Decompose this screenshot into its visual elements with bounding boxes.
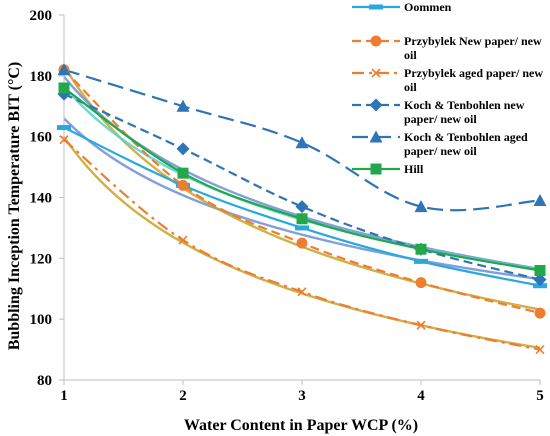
data-point-s5-4 bbox=[534, 265, 546, 276]
data-point-s4-3 bbox=[414, 200, 428, 213]
y-tick-label: 200 bbox=[30, 8, 53, 24]
legend-label: Koch & Tenbohlen new bbox=[404, 98, 525, 112]
data-point-s4-1 bbox=[176, 99, 190, 112]
x-tick-label: 4 bbox=[417, 388, 425, 404]
legend-label: Przybylek New paper/ new bbox=[404, 34, 542, 48]
data-point-s3-2 bbox=[295, 200, 309, 214]
data-point-s3-4 bbox=[533, 273, 547, 287]
axes: 80 100 120 140 160 180 200 1 2 3 4 5 bbox=[30, 8, 544, 404]
y-tick-label: 180 bbox=[30, 69, 53, 85]
data-point-s5-2 bbox=[296, 213, 308, 225]
x-axis-title: Water Content in Paper WCP (%) bbox=[184, 417, 418, 434]
data-point-s0-0 bbox=[57, 125, 71, 131]
trendline-series-2 bbox=[63, 136, 541, 350]
legend-swatch-marker bbox=[371, 68, 381, 78]
legend-label: Oommen bbox=[404, 0, 452, 14]
legend-label: paper/ new oil bbox=[404, 112, 477, 126]
y-axis-title: Bubbling Inception Temperature BIT (°C) bbox=[6, 62, 23, 351]
x-tick-label: 5 bbox=[536, 388, 544, 404]
legend-swatch-marker bbox=[370, 35, 382, 47]
data-point-s5-0 bbox=[58, 82, 70, 94]
data-point-s3-1 bbox=[176, 142, 190, 156]
data-point-s4-2 bbox=[295, 136, 309, 149]
legend-label: Koch & Tenbohlen aged bbox=[404, 130, 528, 144]
legend-item-0: Oommen bbox=[352, 0, 452, 14]
legend-label: oil bbox=[404, 80, 417, 94]
data-point-s1-3 bbox=[415, 277, 427, 289]
y-tick-label: 100 bbox=[30, 312, 53, 328]
legend-label: paper/ new oil bbox=[404, 144, 477, 158]
legend-swatch-marker bbox=[370, 163, 382, 175]
data-point-s1-1 bbox=[177, 179, 189, 191]
data-point-s2-3 bbox=[416, 320, 426, 330]
y-tick-label: 140 bbox=[30, 191, 53, 207]
data-point-s1-2 bbox=[296, 237, 308, 249]
data-point-s2-0 bbox=[59, 135, 69, 145]
legend-swatch-marker bbox=[369, 4, 383, 10]
trendline-series-0 bbox=[63, 117, 541, 281]
data-point-s0-3 bbox=[414, 258, 428, 264]
legend-swatch-marker bbox=[369, 98, 383, 112]
data-point-s0-2 bbox=[295, 225, 309, 231]
data-point-s1-4 bbox=[534, 307, 546, 319]
data-point-s5-3 bbox=[415, 243, 427, 255]
y-tick-label: 120 bbox=[30, 251, 53, 267]
data-point-s2-1 bbox=[178, 235, 188, 245]
data-point-s5-1 bbox=[177, 167, 189, 179]
data-point-s4-4 bbox=[533, 194, 547, 207]
series-line-3 bbox=[63, 93, 541, 281]
legend-swatch-marker bbox=[369, 130, 383, 143]
legend-label: Przybylek aged paper/ new bbox=[404, 66, 543, 80]
series-line-4 bbox=[63, 68, 541, 212]
x-tick-label: 1 bbox=[60, 388, 68, 404]
legend-label: Hill bbox=[404, 162, 424, 176]
legend-item-5: Hill bbox=[352, 162, 424, 176]
y-tick-label: 80 bbox=[37, 373, 52, 389]
marker-layer bbox=[57, 63, 547, 355]
data-point-s2-4 bbox=[535, 345, 545, 355]
x-tick-label: 3 bbox=[298, 388, 306, 404]
data-point-s4-0 bbox=[57, 63, 71, 76]
y-tick-label: 160 bbox=[30, 130, 53, 146]
x-tick-label: 2 bbox=[179, 388, 187, 404]
legend-label: oil bbox=[404, 48, 417, 62]
data-point-s2-2 bbox=[297, 287, 307, 297]
